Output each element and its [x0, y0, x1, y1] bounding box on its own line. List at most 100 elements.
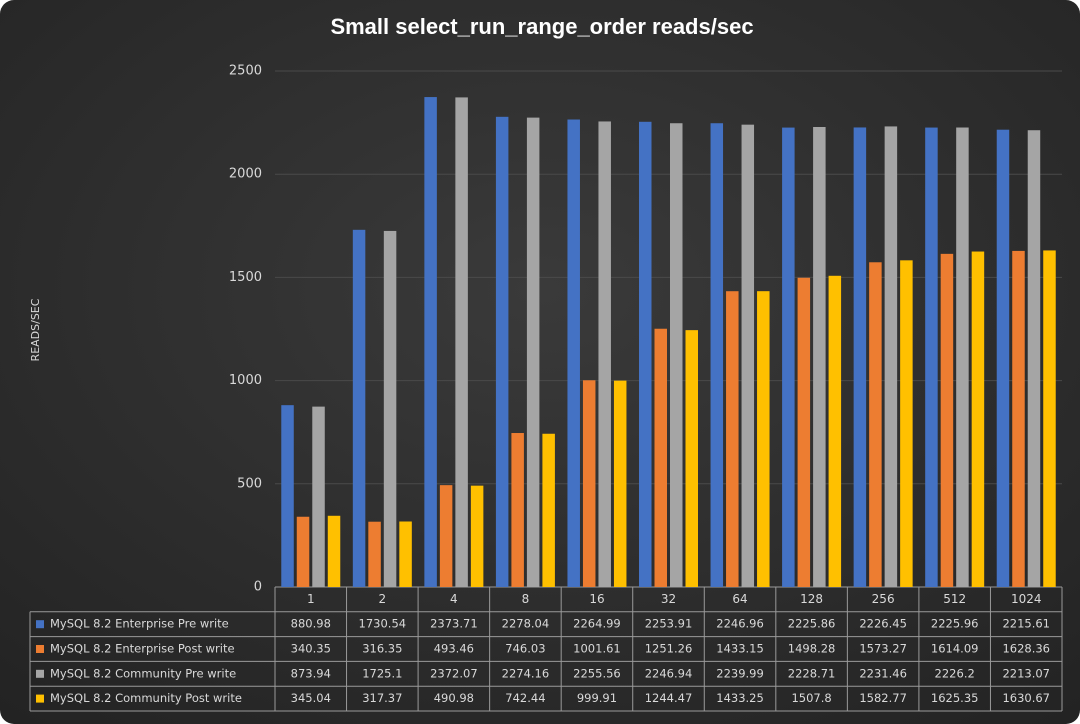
table-cell: 340.35	[291, 642, 331, 656]
bar	[526, 117, 540, 587]
table-cell: 2215.61	[1002, 617, 1050, 631]
table-cell: 1614.09	[931, 642, 979, 656]
table-cell: 1433.25	[716, 691, 764, 705]
bar	[685, 330, 698, 587]
table-cell: 1573.27	[859, 642, 907, 656]
table-cell: 345.04	[291, 691, 331, 705]
table-cell: 2239.99	[716, 666, 764, 680]
x-tick-label: 4	[450, 592, 458, 606]
y-tick-label: 0	[254, 580, 262, 595]
table-cell: 873.94	[291, 666, 331, 680]
bar	[900, 260, 913, 587]
legend-label: MySQL 8.2 Enterprise Post write	[50, 642, 235, 656]
table-cell: 1630.67	[1002, 691, 1050, 705]
table-cell: 1498.28	[788, 642, 836, 656]
table-cell: 746.03	[505, 642, 545, 656]
bar	[710, 123, 724, 588]
table-cell: 2246.96	[716, 617, 764, 631]
bar	[639, 121, 652, 588]
table-cell: 1725.1	[362, 666, 402, 680]
bar	[726, 291, 739, 587]
x-tick-label: 2	[378, 592, 386, 606]
chart-title: Small select_run_range_order reads/sec	[330, 14, 753, 39]
table-cell: 316.35	[362, 642, 402, 656]
x-tick-label: 16	[589, 592, 604, 606]
table-cell: 2226.2	[935, 666, 975, 680]
x-tick-label: 64	[732, 592, 747, 606]
bar	[368, 521, 381, 587]
table-cell: 1625.35	[931, 691, 979, 705]
bar	[741, 124, 755, 587]
bar	[613, 380, 627, 587]
table-cell: 317.37	[362, 691, 402, 705]
x-tick-label: 1024	[1011, 592, 1042, 606]
table-cell: 1507.8	[791, 691, 831, 705]
table-cell: 2246.94	[645, 666, 693, 680]
bar	[782, 127, 795, 588]
bar	[470, 485, 484, 587]
legend-label: MySQL 8.2 Enterprise Pre write	[50, 617, 229, 631]
table-cell: 2226.45	[859, 617, 907, 631]
x-tick-label: 256	[872, 592, 895, 606]
legend-swatch	[36, 669, 44, 678]
table-cell: 2213.07	[1002, 666, 1050, 680]
bar	[1027, 130, 1041, 587]
table-cell: 493.46	[434, 642, 474, 656]
table-cell: 2278.04	[502, 617, 550, 631]
y-tick-label: 500	[237, 476, 262, 491]
bar	[567, 119, 580, 587]
bar	[495, 116, 509, 587]
bar	[327, 515, 341, 587]
bar	[996, 129, 1010, 587]
x-tick-label: 1	[307, 592, 315, 606]
bar	[757, 291, 770, 587]
y-tick-label: 2500	[229, 64, 262, 79]
bar	[853, 127, 867, 587]
table-cell: 2373.71	[430, 617, 478, 631]
table-cell: 2264.99	[573, 617, 621, 631]
y-tick-label: 1500	[229, 270, 262, 285]
bar	[654, 328, 667, 587]
bar	[940, 253, 954, 588]
bar	[956, 127, 969, 587]
bar	[312, 406, 325, 587]
bar	[797, 277, 811, 587]
bar	[399, 521, 412, 587]
bar	[424, 97, 437, 587]
table-cell: 1001.61	[573, 642, 621, 656]
y-tick-label: 1000	[229, 373, 262, 388]
table-cell: 742.44	[505, 691, 545, 705]
legend-label: MySQL 8.2 Community Pre write	[50, 666, 236, 680]
bar	[813, 126, 826, 587]
table-cell: 490.98	[434, 691, 474, 705]
x-tick-label: 32	[661, 592, 676, 606]
bar	[925, 127, 938, 587]
table-cell: 1628.36	[1002, 642, 1050, 656]
bar	[869, 262, 882, 587]
table-cell: 2255.56	[573, 666, 621, 680]
bar	[281, 405, 294, 587]
bar	[1012, 250, 1025, 587]
bar	[455, 97, 468, 587]
bar	[884, 126, 898, 587]
table-cell: 2231.46	[859, 666, 907, 680]
y-tick-label: 2000	[229, 167, 262, 182]
table-cell: 2228.71	[788, 666, 836, 680]
bar	[542, 433, 555, 587]
table-cell: 999.91	[577, 691, 617, 705]
table-cell: 880.98	[291, 617, 331, 631]
legend-swatch	[36, 645, 44, 653]
table-cell: 2274.16	[502, 666, 550, 680]
table-cell: 1582.77	[859, 691, 907, 705]
table-cell: 2253.91	[645, 617, 693, 631]
x-tick-label: 512	[943, 592, 966, 606]
bar	[383, 230, 397, 587]
table-cell: 1244.47	[645, 691, 693, 705]
bar	[439, 485, 453, 587]
table-cell: 1251.26	[645, 642, 693, 656]
table-cell: 2372.07	[430, 666, 478, 680]
bar	[582, 380, 596, 587]
